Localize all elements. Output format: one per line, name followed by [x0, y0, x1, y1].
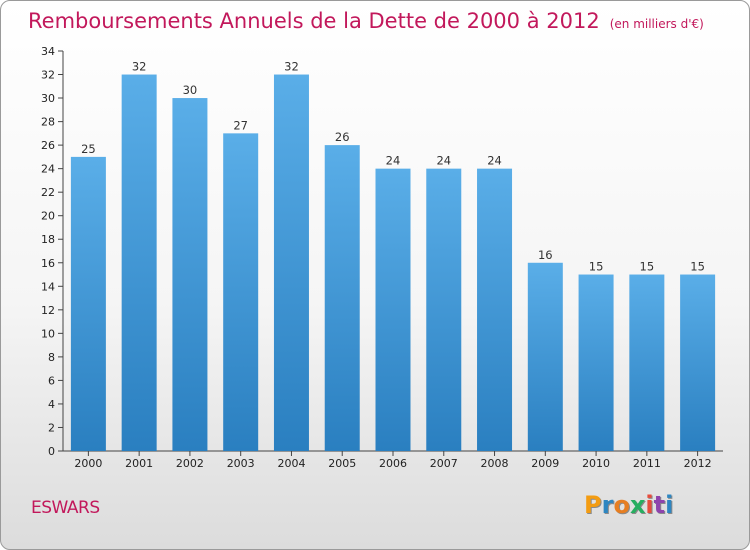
y-tick-label: 14 — [41, 280, 55, 293]
bar — [375, 168, 411, 451]
logo-letter: i — [665, 491, 674, 519]
bar-value-label: 16 — [538, 248, 553, 262]
bar — [121, 74, 157, 451]
x-tick-label: 2010 — [582, 457, 610, 470]
x-tick-label: 2012 — [684, 457, 712, 470]
bar-value-label: 15 — [690, 260, 705, 274]
bar — [426, 168, 462, 451]
logo-letter: i — [645, 491, 654, 519]
chart-subtitle: (en milliers d'€) — [609, 17, 704, 31]
y-tick-label: 28 — [41, 116, 55, 129]
y-tick-label: 16 — [41, 257, 55, 270]
x-tick-label: 2007 — [430, 457, 458, 470]
x-tick-label: 2000 — [74, 457, 102, 470]
commune-name: ESWARS — [31, 498, 100, 518]
bar — [629, 274, 665, 451]
bar-value-label: 15 — [640, 260, 655, 274]
bar-value-label: 25 — [81, 142, 96, 156]
y-tick-label: 34 — [41, 45, 55, 58]
bar-value-label: 24 — [436, 154, 451, 168]
x-tick-label: 2011 — [633, 457, 661, 470]
y-tick-label: 20 — [41, 210, 55, 223]
y-tick-label: 32 — [41, 69, 55, 82]
proxiti-logo: Proxiti — [584, 491, 673, 519]
title-text: Remboursements Annuels de la Dette de 20… — [28, 9, 600, 33]
y-tick-label: 0 — [48, 445, 55, 458]
y-tick-label: 8 — [48, 351, 55, 364]
bar-value-label: 32 — [284, 60, 299, 74]
x-tick-label: 2009 — [531, 457, 559, 470]
bar — [273, 74, 309, 451]
bar-value-label: 27 — [233, 118, 248, 132]
x-tick-label: 2006 — [379, 457, 407, 470]
y-tick-label: 24 — [41, 163, 55, 176]
y-tick-label: 4 — [48, 398, 55, 411]
bar-value-label: 24 — [386, 154, 401, 168]
y-tick-label: 6 — [48, 374, 55, 387]
bar — [477, 168, 513, 451]
logo-letter: x — [629, 491, 646, 519]
x-tick-label: 2003 — [227, 457, 255, 470]
y-tick-label: 22 — [41, 186, 55, 199]
x-tick-label: 2004 — [277, 457, 305, 470]
chart-title: Remboursements Annuels de la Dette de 20… — [28, 9, 704, 33]
bar-value-label: 24 — [487, 154, 502, 168]
x-tick-label: 2002 — [176, 457, 204, 470]
bar-value-label: 15 — [589, 260, 604, 274]
x-tick-label: 2005 — [328, 457, 356, 470]
bar — [324, 145, 360, 451]
y-tick-label: 2 — [48, 421, 55, 434]
bar — [172, 98, 208, 451]
logo-letter: t — [653, 491, 666, 519]
bar-value-label: 32 — [132, 60, 147, 74]
bar-value-label: 26 — [335, 130, 350, 144]
bar-value-label: 30 — [183, 83, 198, 97]
y-tick-label: 26 — [41, 139, 55, 152]
x-tick-label: 2001 — [125, 457, 153, 470]
y-tick-label: 12 — [41, 304, 55, 317]
bar — [223, 133, 259, 451]
logo-letter: r — [601, 491, 614, 519]
y-tick-label: 10 — [41, 327, 55, 340]
x-tick-label: 2008 — [481, 457, 509, 470]
logo-letter: P — [584, 491, 602, 519]
logo-letter: o — [613, 491, 630, 519]
y-tick-label: 30 — [41, 92, 55, 105]
y-tick-label: 18 — [41, 233, 55, 246]
bar — [680, 274, 716, 451]
bar — [578, 274, 614, 451]
bar — [70, 156, 106, 451]
bar — [527, 262, 563, 451]
